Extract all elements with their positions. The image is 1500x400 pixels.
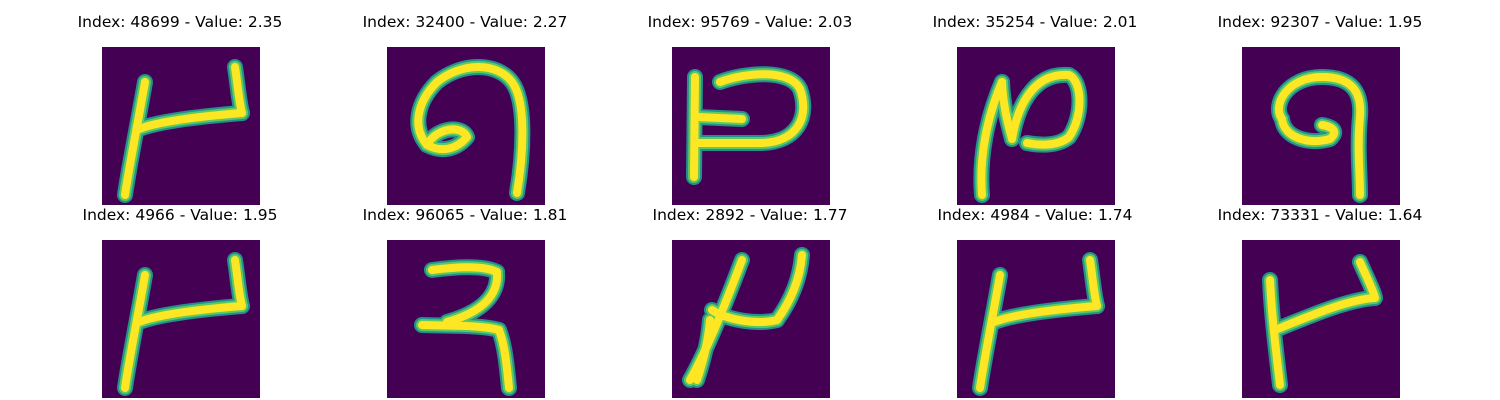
image-panel: Index: 32400 - Value: 2.27 — [315, 12, 615, 205]
image-panel: Index: 92307 - Value: 1.95 — [1170, 12, 1470, 205]
digit-stroke — [414, 63, 527, 197]
digit-stroke — [1008, 70, 1084, 149]
digit-image — [102, 240, 260, 398]
panel-title: Index: 32400 - Value: 2.27 — [362, 13, 568, 31]
panel-title: Index: 96065 - Value: 1.81 — [362, 206, 568, 224]
digit-stroke — [1274, 73, 1365, 199]
digit-stroke — [231, 256, 246, 310]
digit-stroke — [1271, 294, 1378, 334]
image-panel: Index: 4984 - Value: 1.74 — [885, 205, 1185, 398]
digit-stroke — [418, 321, 503, 334]
digit-image — [1242, 240, 1400, 398]
digit-image — [102, 47, 260, 205]
digit-image — [387, 47, 545, 205]
panel-title: Index: 73331 - Value: 1.64 — [1217, 206, 1423, 224]
digit-image — [387, 240, 545, 398]
panel-title: Index: 92307 - Value: 1.95 — [1217, 13, 1423, 31]
image-panel: Index: 35254 - Value: 2.01 — [885, 12, 1185, 205]
digit-stroke — [1356, 258, 1379, 302]
panel-title: Index: 4966 - Value: 1.95 — [82, 206, 278, 224]
panel-title: Index: 4984 - Value: 1.74 — [937, 206, 1133, 224]
digit-stroke — [423, 125, 471, 154]
digit-stroke — [693, 316, 714, 384]
digit-stroke — [693, 70, 808, 147]
digit-stroke — [121, 78, 149, 199]
digit-stroke — [990, 302, 1101, 326]
digit-stroke — [135, 109, 246, 133]
image-panel: Index: 73331 - Value: 1.64 — [1170, 205, 1470, 398]
image-panel: Index: 2892 - Value: 1.77 — [600, 205, 900, 398]
digit-stroke — [121, 271, 149, 392]
digit-image — [957, 240, 1115, 398]
digit-image — [1242, 47, 1400, 205]
digit-stroke — [1086, 256, 1101, 310]
digit-stroke — [773, 251, 806, 324]
digit-stroke — [690, 73, 699, 181]
digit-stroke — [135, 302, 246, 326]
digit-stroke — [686, 256, 746, 384]
digit-stroke — [977, 78, 1006, 199]
image-panel: Index: 95769 - Value: 2.03 — [600, 12, 900, 205]
digit-stroke — [1266, 276, 1284, 389]
panel-title: Index: 48699 - Value: 2.35 — [77, 13, 283, 31]
panel-title: Index: 35254 - Value: 2.01 — [932, 13, 1138, 31]
digit-stroke — [231, 63, 246, 117]
digit-image — [672, 47, 830, 205]
digit-stroke — [976, 271, 1004, 392]
panel-title: Index: 95769 - Value: 2.03 — [647, 13, 853, 31]
digit-stroke — [495, 326, 513, 392]
digit-image — [957, 47, 1115, 205]
image-panel: Index: 4966 - Value: 1.95 — [30, 205, 330, 398]
digit-stroke — [443, 268, 502, 326]
digit-stroke — [1278, 115, 1339, 145]
digit-stroke — [693, 113, 746, 123]
digit-stroke — [708, 306, 781, 326]
image-panel: Index: 96065 - Value: 1.81 — [315, 205, 615, 398]
panel-title: Index: 2892 - Value: 1.77 — [652, 206, 848, 224]
digit-image — [672, 240, 830, 398]
image-panel: Index: 48699 - Value: 2.35 — [30, 12, 330, 205]
